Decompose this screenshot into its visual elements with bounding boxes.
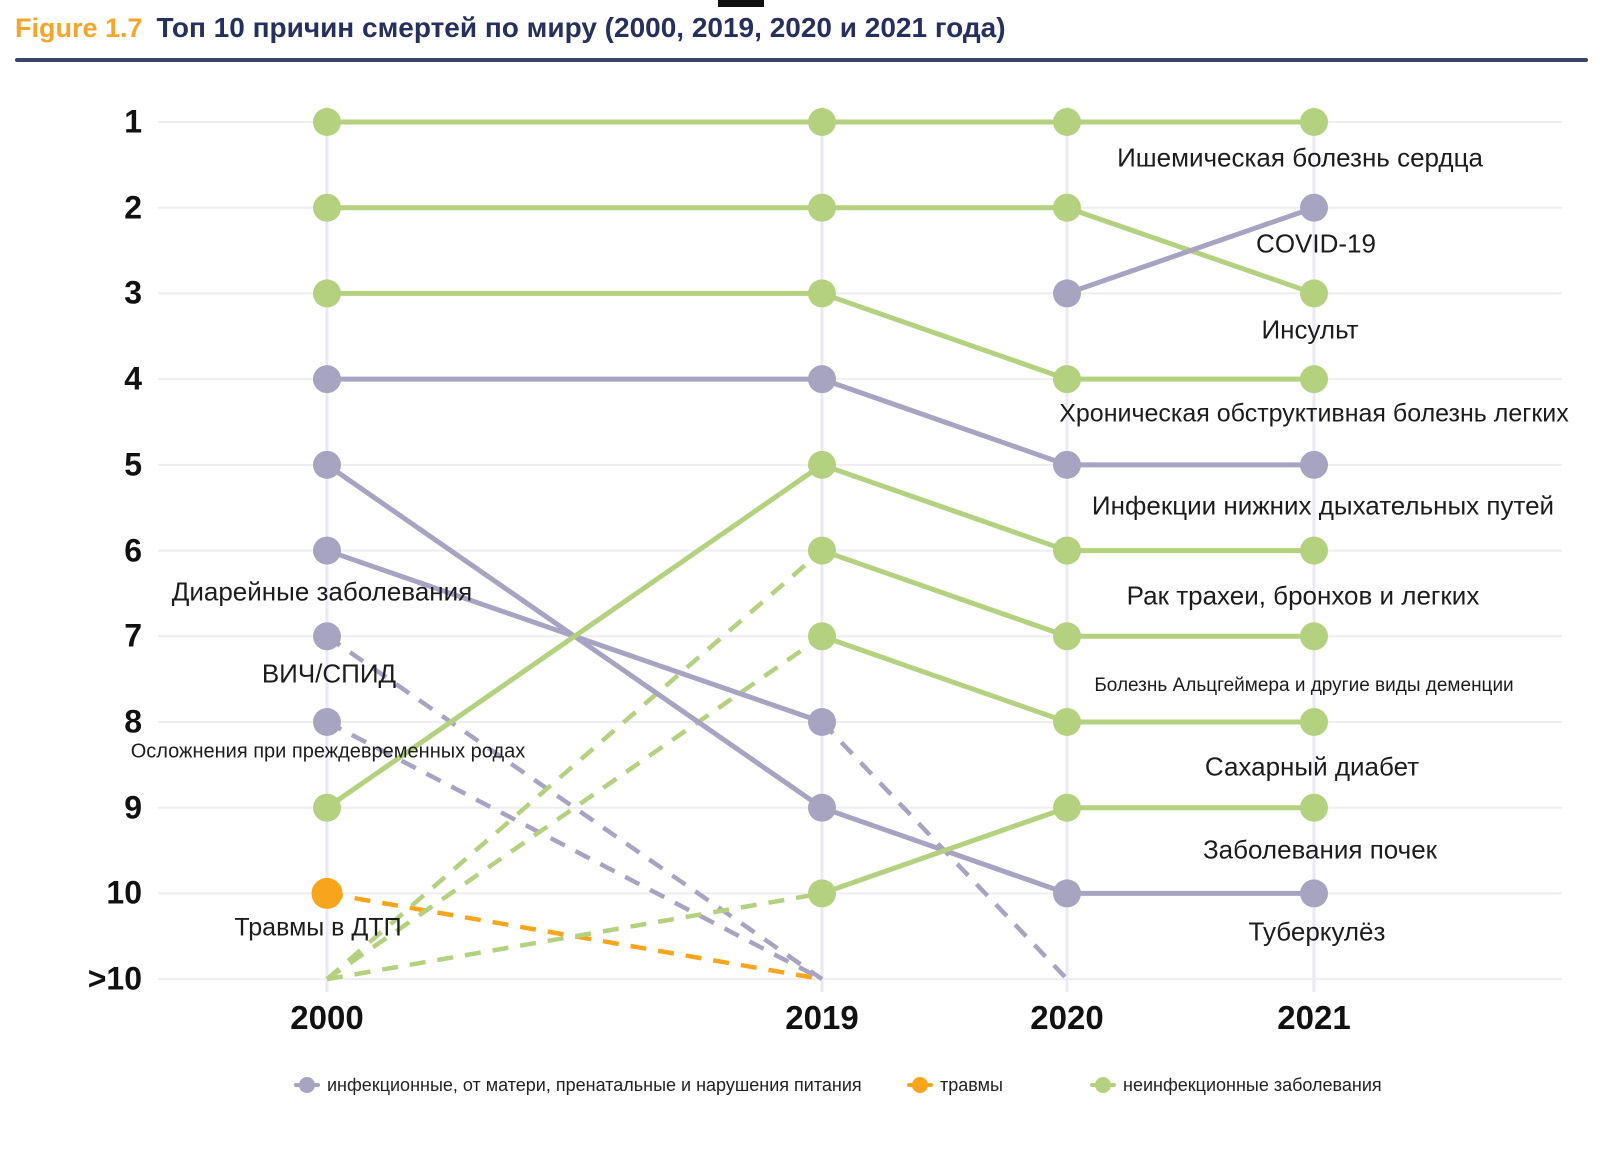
x-tick-2021: 2021 — [1277, 999, 1351, 1036]
rank-dot-kidney-diseases-2020 — [1053, 793, 1081, 822]
rank-dot-lower-respiratory-infections-2000 — [313, 365, 341, 394]
rank-dot-copd-2020 — [1053, 365, 1081, 394]
legend: инфекционные, от матери, пренатальные и … — [0, 1070, 1600, 1104]
series-label: Хроническая обструктивная болезнь легких — [1059, 399, 1569, 428]
rank-dot-tuberculosis-2021 — [1300, 879, 1328, 908]
noncommunicable-marker-icon — [1090, 1072, 1116, 1098]
title-underline — [15, 58, 1588, 62]
rank-dot-copd-2019 — [808, 279, 836, 308]
rank-dot-ischemic-heart-disease-2020 — [1053, 108, 1081, 136]
rank-dot-copd-2000 — [313, 279, 341, 308]
series-line-covid-19 — [1066, 205, 1315, 296]
series-label: Диарейные заболевания — [171, 576, 473, 607]
legend-item-communicable: инфекционные, от матери, пренатальные и … — [294, 1070, 862, 1100]
rank-dot-covid-19-2020 — [1053, 279, 1081, 308]
series-label: Инсульт — [1261, 314, 1359, 345]
series-label: Ишемическая болезнь сердца — [1117, 142, 1483, 173]
rank-dot-lower-respiratory-infections-2019 — [808, 365, 836, 394]
x-tick-2020: 2020 — [1030, 999, 1104, 1036]
y-tick-3: 3 — [124, 274, 142, 311]
x-tick-2000: 2000 — [290, 999, 364, 1036]
rank-dot-ischemic-heart-disease-2021 — [1300, 108, 1328, 136]
rank-dot-copd-2021 — [1300, 365, 1328, 394]
series-label: Травмы в ДТП — [234, 913, 402, 942]
injuries-marker-icon — [907, 1072, 933, 1098]
y-tick-8: 8 — [124, 703, 142, 740]
rank-dot-lower-respiratory-infections-2021 — [1300, 450, 1328, 479]
rank-dot-ischemic-heart-disease-2000 — [313, 108, 341, 136]
y-tick-9: 9 — [124, 789, 142, 826]
series-label: ВИЧ/СПИД — [261, 658, 397, 689]
rank-dot-ischemic-heart-disease-2019 — [808, 108, 836, 136]
series-line-copd — [821, 291, 1068, 382]
rank-dot-tuberculosis-2019 — [808, 793, 836, 822]
y-tick-10: 10 — [106, 874, 142, 911]
rank-dot-stroke-2019 — [808, 193, 836, 222]
series-line-trachea-bronchus-lung-cancers — [325, 462, 824, 810]
page-title: Топ 10 причин смертей по миру (2000, 201… — [156, 12, 1006, 43]
series-line-diabetes — [821, 633, 1068, 725]
rank-dot-alzheimer-dementias-2021 — [1300, 622, 1328, 651]
y-tick-4: 4 — [124, 360, 142, 397]
rank-dot-diabetes-2021 — [1300, 707, 1328, 736]
series-label: Болезнь Альцгеймера и другие виды деменц… — [1094, 675, 1514, 696]
rank-dot-tuberculosis-2020 — [1053, 879, 1081, 908]
rank-dot-diabetes-2019 — [808, 622, 836, 651]
y-tick-6: 6 — [124, 532, 142, 569]
rank-dot-stroke-2020 — [1053, 193, 1081, 222]
rank-dot-diabetes-2020 — [1053, 707, 1081, 736]
series-line-alzheimer-dementias — [821, 548, 1068, 639]
series-line-lower-respiratory-infections — [821, 376, 1068, 468]
rank-dot-covid-19-2021 — [1300, 193, 1328, 222]
series-label: COVID-19 — [1256, 228, 1376, 259]
rank-dot-trachea-bronchus-lung-cancers-2000 — [313, 793, 341, 822]
rank-dot-preterm-birth-complications-2000 — [313, 707, 341, 736]
y-tick-7: 7 — [124, 617, 142, 654]
series-line-kidney-diseases — [821, 805, 1068, 896]
x-tick-2019: 2019 — [785, 999, 859, 1036]
series-line-trachea-bronchus-lung-cancers — [821, 462, 1068, 553]
rank-dot-diarrhoeal-diseases-2000 — [313, 536, 341, 565]
series-label: Сахарный диабет — [1204, 751, 1420, 782]
legend-label: инфекционные, от матери, пренатальные и … — [327, 1074, 862, 1095]
y-tick-2: 2 — [124, 189, 142, 226]
rank-dot-alzheimer-dementias-2020 — [1053, 622, 1081, 651]
y-tick->10: >10 — [87, 960, 142, 997]
legend-label: неинфекционные заболевания — [1123, 1074, 1382, 1095]
figure-number-label: Figure 1.7 — [15, 13, 143, 43]
rank-dot-road-traffic-injuries-2000 — [311, 877, 343, 909]
series-label: Инфекции нижних дыхательных путей — [1091, 490, 1555, 521]
rank-dot-stroke-2021 — [1300, 279, 1328, 308]
legend-label: травмы — [940, 1074, 1003, 1095]
rank-dot-kidney-diseases-2021 — [1300, 793, 1328, 822]
series-label: Рак трахеи, бронхов и легких — [1126, 580, 1480, 611]
rank-dot-alzheimer-dementias-2019 — [808, 536, 836, 565]
series-label: Туберкулёз — [1248, 916, 1386, 947]
series-label: Заболевания почек — [1202, 834, 1438, 865]
rank-dot-tuberculosis-2000 — [313, 450, 341, 479]
rank-dot-hiv-aids-2000 — [313, 622, 341, 651]
legend-item-noncommunicable: неинфекционные заболевания — [1090, 1070, 1382, 1100]
rank-dot-lower-respiratory-infections-2020 — [1053, 450, 1081, 479]
series-line-dashed-preterm-birth-complications — [325, 720, 824, 982]
rank-dot-stroke-2000 — [313, 193, 341, 222]
rank-dot-kidney-diseases-2019 — [808, 879, 836, 908]
series-line-dashed-alzheimer-dementias — [325, 548, 824, 981]
series-label: Осложнения при преждевременных родах — [130, 740, 526, 763]
y-tick-1: 1 — [124, 103, 142, 140]
rank-dot-diarrhoeal-diseases-2019 — [808, 707, 836, 736]
rank-dot-trachea-bronchus-lung-cancers-2020 — [1053, 536, 1081, 565]
legend-item-injuries: травмы — [907, 1070, 1003, 1100]
y-tick-5: 5 — [124, 446, 142, 483]
rank-dot-trachea-bronchus-lung-cancers-2021 — [1300, 536, 1328, 565]
rank-dot-trachea-bronchus-lung-cancers-2019 — [808, 450, 836, 479]
chart-header: Figure 1.7 Топ 10 причин смертей по миру … — [15, 12, 1006, 44]
top-progress-bar — [718, 0, 764, 7]
communicable-marker-icon — [294, 1072, 320, 1098]
